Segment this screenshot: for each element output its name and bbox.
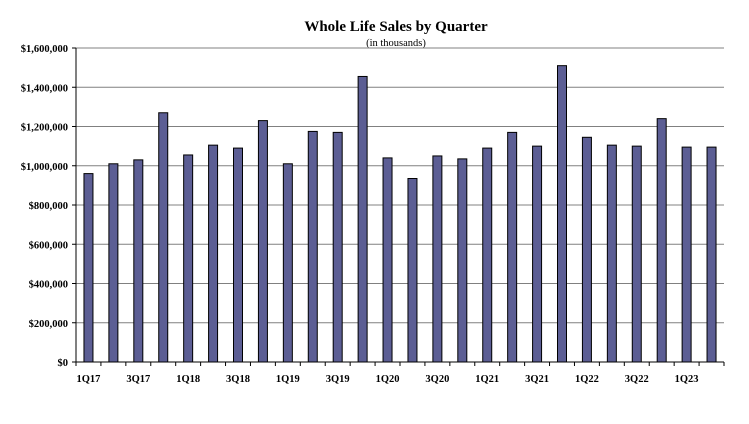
bar-1Q22 — [581, 136, 592, 363]
bar-4Q21 — [557, 65, 567, 363]
bar-3Q19 — [332, 131, 343, 363]
bar-1Q19 — [282, 163, 293, 363]
y-tick-label: $200,000 — [29, 319, 68, 330]
x-tick-label: 1Q23 — [675, 374, 699, 385]
x-tick-label: 3Q18 — [226, 374, 250, 385]
bar-2Q17 — [108, 163, 119, 363]
x-tick-label: 1Q17 — [77, 374, 101, 385]
y-tick-label: $1,600,000 — [21, 44, 68, 55]
x-tick-label: 3Q19 — [326, 374, 350, 385]
bar-2Q18 — [208, 144, 219, 363]
bar-4Q22 — [656, 118, 667, 363]
bar-4Q18 — [257, 120, 268, 363]
bar-3Q17 — [133, 159, 144, 363]
y-tick-label: $0 — [58, 358, 69, 369]
x-tick-label: 1Q22 — [575, 374, 599, 385]
x-tick-label: 3Q20 — [425, 374, 449, 385]
x-axis-tick-labels: 1Q17 3Q17 1Q18 3Q18 1Q19 3Q19 1Q20 3Q20 1Q21 3Q21… — [77, 374, 699, 385]
bar-1Q21 — [482, 147, 493, 363]
bar-1Q23 — [681, 146, 692, 363]
bar-4Q20 — [457, 158, 468, 363]
bar-1Q18 — [183, 154, 194, 363]
gridlines — [76, 47, 724, 324]
chart-subtitle: (in thousands) — [366, 38, 426, 49]
x-tick-label: 3Q22 — [625, 374, 649, 385]
bars — [83, 65, 717, 363]
y-tick-label: $1,000,000 — [21, 162, 68, 173]
bar-2Q23 — [706, 146, 717, 363]
bar-3Q20 — [432, 155, 443, 363]
y-tick-label: $600,000 — [29, 240, 68, 251]
y-tick-label: $800,000 — [29, 201, 68, 212]
axes — [72, 47, 725, 366]
x-tick-label: 3Q17 — [126, 374, 150, 385]
bar-3Q22 — [631, 145, 642, 363]
bar-1Q17 — [83, 173, 94, 363]
bar-2Q21 — [507, 131, 518, 363]
bar-4Q17 — [158, 112, 169, 363]
y-axis-tick-labels: $0 $200,000 $400,000 $600,000 $800,000 $1,000… — [21, 44, 68, 369]
bar-2Q19 — [307, 130, 318, 363]
y-tick-label: $400,000 — [29, 280, 68, 291]
bar-1Q20 — [382, 157, 393, 363]
bar-3Q21 — [532, 145, 543, 363]
bar-2Q22 — [606, 144, 617, 363]
chart-title: Whole Life Sales by Quarter — [304, 19, 488, 35]
x-tick-label: 1Q19 — [276, 374, 300, 385]
bar-4Q19 — [357, 75, 368, 363]
bar-3Q18 — [233, 147, 243, 363]
x-tick-label: 1Q21 — [475, 374, 499, 385]
x-tick-label: 1Q20 — [376, 374, 400, 385]
bar-2Q20 — [407, 178, 418, 363]
x-tick-label: 1Q18 — [176, 374, 200, 385]
y-tick-label: $1,200,000 — [21, 123, 68, 134]
y-tick-label: $1,400,000 — [21, 83, 68, 94]
x-tick-label: 3Q21 — [525, 374, 549, 385]
